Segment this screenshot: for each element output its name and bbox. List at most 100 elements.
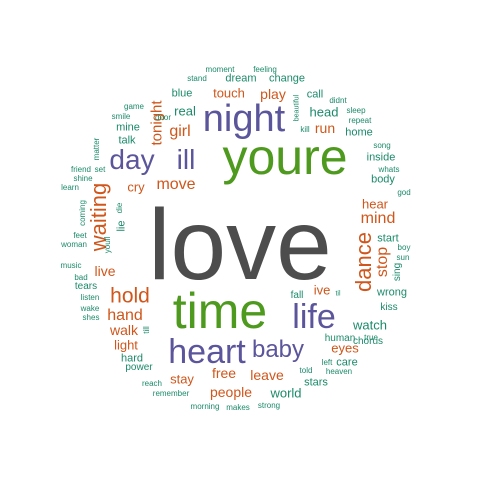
word-dream: dream [225, 72, 257, 85]
word-head: head [309, 104, 339, 120]
word-kill: kill [300, 125, 310, 134]
word-youll: youll [103, 236, 112, 254]
word-repeat: repeat [348, 116, 372, 125]
word-friend: friend [70, 165, 92, 174]
word-true: true [364, 333, 378, 342]
word-cry: cry [127, 179, 145, 195]
word-sun: sun [396, 253, 410, 262]
word-music: music [60, 261, 82, 270]
word-boy: boy [397, 243, 411, 252]
word-woman: woman [61, 240, 87, 249]
word-set: set [94, 165, 106, 174]
word-told: told [299, 366, 313, 375]
word-heart: heart [168, 333, 246, 371]
word-real: real [174, 103, 196, 119]
word-eyes: eyes [331, 340, 359, 356]
word-beautiful: beautiful [293, 94, 301, 122]
word-tonight: tonight [148, 100, 166, 146]
word-shine: shine [73, 174, 93, 183]
word-ive: ive [313, 282, 331, 298]
word-fall: fall [290, 290, 304, 301]
word-coming: coming [78, 200, 87, 226]
word-light: light [114, 337, 138, 353]
word-move: move [156, 176, 196, 193]
word-wake: wake [80, 304, 100, 313]
word-blue: blue [171, 87, 193, 100]
word-game: game [123, 102, 145, 111]
word-listen: listen [80, 293, 100, 302]
word-kiss: kiss [380, 302, 398, 313]
word-stars: stars [304, 376, 328, 389]
word-reach: reach [141, 379, 163, 388]
word-hard: hard [120, 352, 144, 365]
word-call: call [306, 88, 324, 101]
word-power: power [125, 362, 153, 373]
word-whats: whats [378, 165, 400, 174]
word-strong: strong [257, 401, 281, 410]
word-sleep: sleep [346, 106, 366, 115]
word-world: world [270, 385, 302, 401]
word-run: run [314, 120, 336, 136]
word-door: door [154, 113, 172, 122]
word-stand: stand [187, 74, 207, 83]
word-hand: hand [107, 307, 143, 324]
word-play: play [260, 86, 286, 102]
word-matter: matter [92, 137, 101, 161]
word-heaven: heaven [325, 367, 353, 376]
word-mine: mine [116, 121, 140, 134]
word-feet: feet [73, 231, 87, 240]
word-god: god [397, 188, 411, 197]
word-sing: sing [392, 262, 403, 282]
word-remember: remember [152, 389, 190, 398]
word-walk: walk [109, 322, 139, 338]
word-home: home [345, 126, 373, 139]
word-care: care [336, 356, 358, 369]
word-makes: makes [226, 403, 250, 412]
word-hear: hear [361, 196, 389, 212]
word-live: live [94, 263, 116, 279]
word-wrong: wrong [377, 286, 407, 299]
word-talk: talk [118, 134, 136, 147]
word-ill: ill [176, 144, 196, 175]
word-hold: hold [110, 284, 150, 308]
word-tears: tears [74, 281, 98, 292]
word-morning: morning [190, 402, 220, 411]
word-die: die [115, 202, 124, 214]
word-dance: dance [351, 232, 376, 292]
word-stop: stop [374, 246, 391, 278]
word-stay: stay [170, 371, 194, 387]
word-body: body [371, 173, 395, 186]
word-chorus: chorus [352, 336, 384, 347]
word-bad: bad [74, 273, 88, 282]
word-lie: lie [115, 220, 128, 232]
word-human: human [324, 333, 356, 344]
word-left: left [321, 358, 333, 367]
word-inside: inside [366, 151, 396, 164]
word-day: day [109, 144, 155, 175]
word-learn: learn [61, 183, 79, 192]
word-baby: baby [251, 336, 305, 363]
word-night: night [202, 98, 286, 140]
word-leave: leave [250, 367, 284, 383]
word-love: love [148, 189, 332, 301]
word-song: song [373, 141, 391, 150]
word-change: change [268, 72, 306, 85]
word-till: till [142, 326, 151, 334]
word-free: free [211, 365, 237, 381]
word-til: til [335, 290, 341, 298]
word-mind: mind [360, 210, 396, 227]
word-moment: moment [205, 65, 235, 74]
word-touch: touch [213, 85, 245, 101]
word-feeling: feeling [253, 65, 277, 74]
word-life: life [292, 298, 336, 336]
word-watch: watch [353, 317, 387, 333]
word-people: people [209, 384, 253, 400]
word-time: time [172, 283, 268, 339]
word-shes: shes [82, 313, 100, 322]
word-girl: girl [169, 123, 191, 140]
word-youre: youre [222, 129, 348, 185]
word-smile: smile [111, 112, 131, 121]
word-start: start [377, 232, 399, 245]
word-didnt: didnt [329, 96, 347, 105]
